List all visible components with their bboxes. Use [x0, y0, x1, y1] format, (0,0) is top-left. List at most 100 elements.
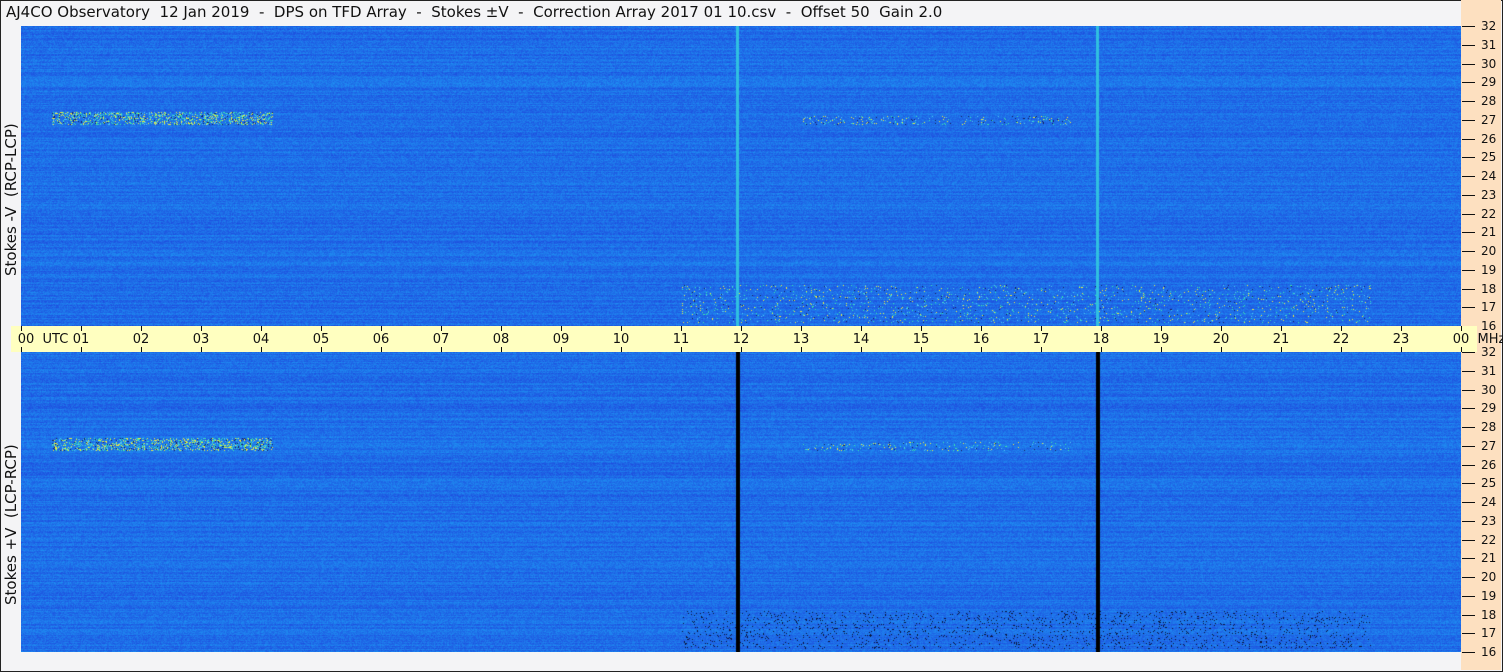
time-tick [21, 347, 22, 352]
time-tick-label: 23 [1393, 332, 1410, 347]
freq-tick-label: 28 [1481, 420, 1496, 434]
freq-tick-label: 28 [1481, 94, 1496, 108]
freq-tick [1462, 502, 1475, 503]
time-tick-label: 00 MHz [1453, 332, 1503, 347]
freq-tick [1462, 176, 1475, 177]
freq-tick [1462, 521, 1475, 522]
freq-tick-label: 31 [1481, 38, 1496, 52]
freq-tick [1462, 251, 1475, 252]
time-tick [381, 326, 382, 331]
freq-tick [1462, 483, 1475, 484]
freq-tick [1462, 540, 1475, 541]
freq-tick-label: 20 [1481, 244, 1496, 258]
freq-tick [1462, 408, 1475, 409]
freq-tick [1462, 82, 1475, 83]
freq-tick-label: 27 [1481, 113, 1496, 127]
y-label-bottom: Stokes +V (LCP-RCP) [2, 444, 20, 605]
chart-title: AJ4CO Observatory 12 Jan 2019 - DPS on T… [6, 3, 942, 21]
time-tick [1401, 326, 1402, 331]
freq-tick-label: 23 [1481, 514, 1496, 528]
freq-tick [1462, 558, 1475, 559]
time-tick [1161, 326, 1162, 331]
time-tick-label: 17 [1033, 332, 1050, 347]
freq-tick [1462, 615, 1475, 616]
time-tick-label: 20 [1213, 332, 1230, 347]
time-tick [981, 326, 982, 331]
freq-tick-label: 22 [1481, 533, 1496, 547]
freq-tick [1462, 307, 1475, 308]
time-tick [741, 326, 742, 331]
time-tick [1281, 326, 1282, 331]
time-tick [921, 347, 922, 352]
freq-tick [1462, 26, 1475, 27]
time-tick [621, 326, 622, 331]
freq-tick [1462, 139, 1475, 140]
time-tick [1161, 347, 1162, 352]
time-tick [1341, 347, 1342, 352]
time-tick [441, 326, 442, 331]
time-tick-label: 04 [253, 332, 270, 347]
freq-tick [1462, 390, 1475, 391]
time-tick-label: 05 [313, 332, 330, 347]
time-tick-label: 19 [1153, 332, 1170, 347]
freq-tick [1462, 45, 1475, 46]
time-tick-label: 09 [553, 332, 570, 347]
time-tick [321, 326, 322, 331]
time-tick-label: 14 [853, 332, 870, 347]
freq-tick-label: 21 [1481, 551, 1496, 565]
time-tick-label: 13 [793, 332, 810, 347]
freq-tick-label: 24 [1481, 169, 1496, 183]
freq-tick-label: 27 [1481, 439, 1496, 453]
freq-tick [1462, 64, 1475, 65]
time-tick-label: 18 [1093, 332, 1110, 347]
freq-tick-label: 26 [1481, 132, 1496, 146]
time-tick-label: 03 [193, 332, 210, 347]
freq-tick [1462, 232, 1475, 233]
time-tick [1341, 326, 1342, 331]
time-tick [1041, 347, 1042, 352]
freq-tick [1462, 633, 1475, 634]
freq-tick [1462, 120, 1475, 121]
freq-tick-label: 23 [1481, 188, 1496, 202]
spectrogram-stokes-minus-v [21, 26, 1461, 326]
freq-tick [1462, 465, 1475, 466]
time-tick [1461, 347, 1462, 352]
time-tick [1461, 326, 1462, 331]
time-tick [1281, 347, 1282, 352]
time-tick [81, 326, 82, 331]
freq-tick-label: 18 [1481, 282, 1496, 296]
freq-tick-label: 21 [1481, 225, 1496, 239]
time-tick [981, 347, 982, 352]
time-tick [921, 326, 922, 331]
time-tick [441, 347, 442, 352]
spectrogram-stokes-plus-v [21, 352, 1461, 652]
time-tick-label: 01 [73, 332, 90, 347]
time-tick [1101, 347, 1102, 352]
freq-tick [1462, 652, 1475, 653]
time-tick-label: 08 [493, 332, 510, 347]
freq-tick [1462, 195, 1475, 196]
time-tick [1041, 326, 1042, 331]
freq-tick-label: 26 [1481, 458, 1496, 472]
freq-tick-label: 18 [1481, 608, 1496, 622]
freq-tick [1462, 577, 1475, 578]
time-tick [861, 347, 862, 352]
y-label-top: Stokes -V (RCP-LCP) [2, 123, 20, 276]
time-tick-label: 02 [133, 332, 150, 347]
time-tick [381, 347, 382, 352]
time-tick-label: 15 [913, 332, 930, 347]
freq-tick-label: 19 [1481, 263, 1496, 277]
time-tick-label: 10 [613, 332, 630, 347]
freq-tick [1462, 446, 1475, 447]
freq-tick [1462, 371, 1475, 372]
freq-tick [1462, 157, 1475, 158]
time-tick [501, 326, 502, 331]
freq-tick-label: 22 [1481, 207, 1496, 221]
freq-tick [1462, 352, 1475, 353]
time-tick [81, 347, 82, 352]
time-tick [801, 347, 802, 352]
time-tick [801, 326, 802, 331]
freq-tick-label: 29 [1481, 401, 1496, 415]
freq-tick-label: 29 [1481, 75, 1496, 89]
freq-tick-label: 31 [1481, 364, 1496, 378]
